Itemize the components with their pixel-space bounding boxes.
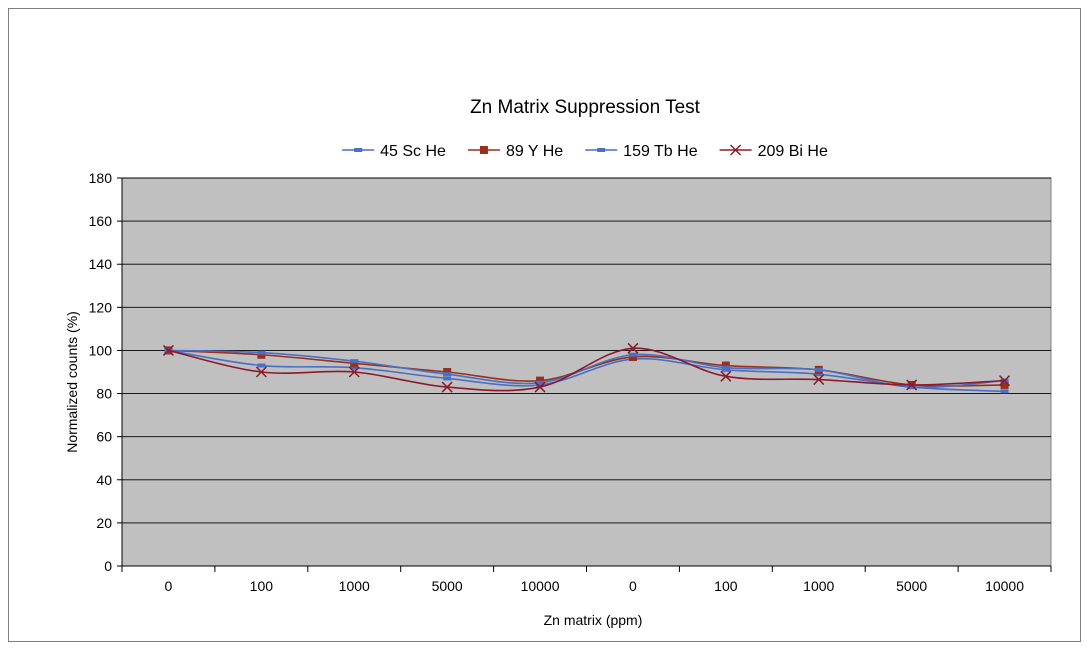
legend-item: 45 Sc He: [342, 143, 446, 160]
chart-frame: Zn Matrix Suppression Test 45 Sc He 89 Y …: [8, 8, 1081, 642]
data-point: [627, 342, 639, 354]
data-point: [1000, 389, 1009, 394]
series-line: [168, 349, 1005, 389]
x-marker-stroke: [255, 366, 267, 378]
data-point: [536, 376, 545, 385]
x-tick-label: 5000: [896, 578, 927, 594]
y-tick-label: 60: [96, 429, 112, 445]
x-marker-stroke: [813, 374, 825, 386]
legend-marker: [479, 146, 488, 154]
y-tick-label: 160: [89, 213, 113, 229]
data-point: [721, 367, 730, 372]
x-tick-label: 10000: [985, 578, 1024, 594]
y-tick-label: 80: [96, 386, 112, 402]
x-marker-stroke: [627, 342, 639, 354]
series-line: [168, 349, 1005, 393]
legend-marker: [730, 144, 742, 156]
x-marker-stroke: [348, 366, 360, 378]
data-point: [350, 359, 359, 364]
gridlines: [122, 177, 1051, 524]
x-tick-label: 10000: [521, 578, 560, 594]
x-marker-stroke: [999, 375, 1011, 387]
x-marker-stroke: [534, 381, 546, 393]
x-tick-label: 100: [714, 578, 738, 594]
data-point: [348, 366, 360, 378]
series-line: [168, 347, 1005, 392]
x-axis-title: Zn matrix (ppm): [544, 612, 643, 628]
y-axis-title: Normalized counts (%): [64, 311, 80, 453]
x-tick-label: 5000: [432, 578, 463, 594]
data-point: [162, 344, 174, 356]
data-point: [628, 352, 637, 361]
y-tick-label: 140: [89, 256, 113, 272]
data-point: [720, 370, 732, 382]
legend-marker: [354, 148, 363, 152]
y-tick-label: 120: [89, 299, 113, 315]
legend-label: 209 Bi He: [758, 143, 828, 160]
x-tick-label: 0: [165, 578, 173, 594]
data-point: [536, 382, 545, 387]
y-tick-label: 40: [96, 472, 112, 488]
legend-label: 159 Tb He: [623, 143, 698, 160]
data-point: [350, 359, 359, 368]
data-point: [628, 352, 637, 357]
x-marker-stroke: [906, 379, 918, 391]
data-point: [814, 372, 823, 377]
x-marker-stroke: [162, 344, 174, 356]
x-tick-label: 0: [629, 578, 637, 594]
data-point: [441, 381, 453, 393]
data-point: [813, 374, 825, 386]
legend-item: 209 Bi He: [719, 143, 828, 160]
x-marker-stroke: [730, 144, 742, 156]
data-point: [350, 365, 359, 370]
data-point: [257, 350, 266, 359]
x-tick-label: 100: [250, 578, 274, 594]
data-point: [443, 372, 452, 377]
data-point: [443, 368, 452, 376]
data-point: [534, 381, 546, 393]
legend: 45 Sc He 89 Y He 159 Tb He 209 Bi He: [342, 143, 828, 160]
data-point: [536, 380, 545, 385]
chart: Zn Matrix Suppression Test 45 Sc He 89 Y …: [64, 97, 1052, 628]
x-tick-label: 1000: [803, 578, 834, 594]
y-tick-label: 20: [96, 515, 112, 531]
data-point: [814, 367, 823, 372]
data-point: [907, 385, 916, 390]
series-4: [162, 342, 1011, 393]
data-point: [257, 363, 266, 368]
data-point: [443, 376, 452, 381]
legend-item: 159 Tb He: [585, 143, 698, 160]
legend-marker: [597, 148, 606, 152]
x-marker-stroke: [441, 381, 453, 393]
data-point: [721, 365, 730, 370]
chart-title: Zn Matrix Suppression Test: [470, 97, 701, 118]
series-layer: [162, 342, 1011, 394]
y-tick-label: 100: [89, 342, 113, 358]
y-axis: 0 20 40 60 80 100 120 140 160 180: [89, 170, 123, 574]
legend-label: 89 Y He: [506, 143, 563, 160]
x-axis: 0 100 1000 5000 10000 0 100 1000 5000 10000: [121, 565, 1052, 594]
y-tick-label: 180: [89, 170, 113, 186]
legend-item: 89 Y He: [467, 143, 563, 160]
data-point: [255, 366, 267, 378]
data-point: [999, 375, 1011, 387]
data-point: [721, 361, 730, 370]
y-tick-label: 0: [104, 558, 112, 574]
data-point: [1000, 380, 1009, 389]
legend-label: 45 Sc He: [380, 143, 446, 160]
x-marker-stroke: [720, 370, 732, 382]
data-point: [906, 379, 918, 391]
x-tick-label: 1000: [339, 578, 370, 594]
data-point: [257, 350, 266, 355]
